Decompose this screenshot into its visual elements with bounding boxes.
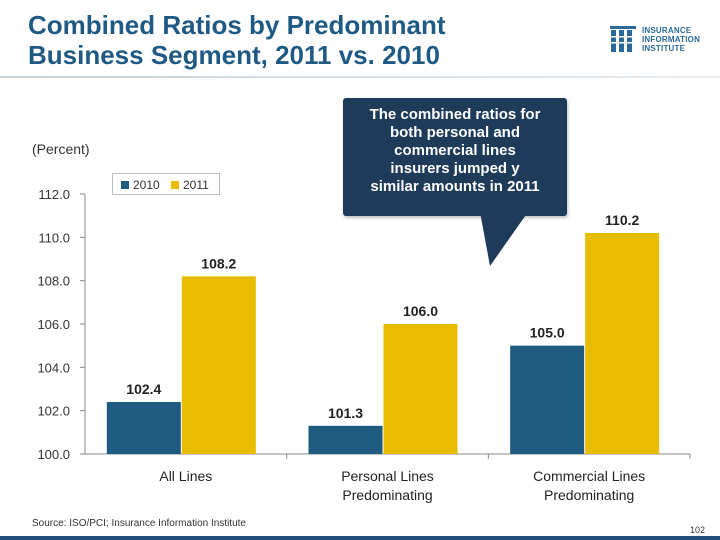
title-line-1: Combined Ratios by Predominant <box>28 10 446 40</box>
bar-2011-0 <box>181 276 256 454</box>
logo-line-2: INFORMATION <box>642 35 701 44</box>
bar-2011-2 <box>585 233 660 454</box>
title-line-2: Business Segment, 2011 vs. 2010 <box>28 40 440 70</box>
iii-logo: INSURANCE INFORMATION INSTITUTE <box>610 24 710 56</box>
data-label-2010-2: 105.0 <box>530 325 565 341</box>
source-note: Source: ISO/PCI; Insurance Information I… <box>32 518 246 529</box>
callout-line-1: The combined ratios for <box>369 106 541 123</box>
labels: 100.0 102.0 104.0 106.0 108.0 110.0 112.0 102.4… <box>37 187 645 503</box>
bars <box>106 233 660 454</box>
page-number: 102 <box>690 525 706 535</box>
bar-2011-1 <box>383 324 458 454</box>
callout-box: The combined ratios for both personal an… <box>343 98 567 216</box>
bar-2010-0 <box>106 402 181 454</box>
y-tick-label: 110.0 <box>38 230 70 245</box>
unit-label: (Percent) <box>32 141 90 157</box>
callout-pointer <box>480 212 528 266</box>
title-divider <box>0 76 720 78</box>
y-tick-label: 100.0 <box>37 447 70 462</box>
legend-label-2011: 2011 <box>183 178 209 192</box>
data-label-2011-0: 108.2 <box>201 255 236 271</box>
data-label-2011-1: 106.0 <box>403 303 438 319</box>
iii-logo-icon <box>610 26 636 52</box>
x-category-label: Commercial Lines <box>533 468 645 484</box>
callout-line-2: both personal and <box>389 124 520 141</box>
legend-swatch-2010 <box>121 181 129 189</box>
x-category-label: Predominating <box>544 487 634 503</box>
legend-item-2010: 2010 <box>121 178 160 192</box>
legend-swatch-2011 <box>171 181 179 189</box>
bar-2010-2 <box>510 345 585 454</box>
legend-label-2010: 2010 <box>133 178 160 192</box>
legend-item-2011: 2011 <box>171 178 209 192</box>
chart-legend: 2010 2011 <box>112 173 220 195</box>
logo-line-3: INSTITUTE <box>642 44 686 53</box>
data-label-2010-0: 102.4 <box>126 381 161 397</box>
slide-title: Combined Ratios by Predominant Business … <box>28 10 588 70</box>
iii-logo-text: INSURANCE INFORMATION INSTITUTE <box>642 26 700 53</box>
callout-line-4: insurers jumped y <box>390 160 520 177</box>
y-tick-label: 108.0 <box>37 274 70 289</box>
x-category-label: All Lines <box>159 468 212 484</box>
y-tick-label: 112.0 <box>38 187 70 202</box>
y-tick-label: 104.0 <box>37 360 70 375</box>
bar-2010-1 <box>308 425 383 454</box>
x-category-label: Personal Lines <box>341 468 434 484</box>
callout-line-3: commercial lines <box>394 142 516 159</box>
callout-line-5: similar amounts in 2011 <box>370 178 540 195</box>
footer-bar <box>0 536 720 540</box>
y-tick-label: 106.0 <box>37 317 70 332</box>
data-label-2011-2: 110.2 <box>605 212 639 228</box>
x-category-label: Predominating <box>342 487 432 503</box>
logo-line-1: INSURANCE <box>642 26 692 35</box>
data-label-2010-1: 101.3 <box>328 405 363 421</box>
y-tick-label: 102.0 <box>37 404 70 419</box>
